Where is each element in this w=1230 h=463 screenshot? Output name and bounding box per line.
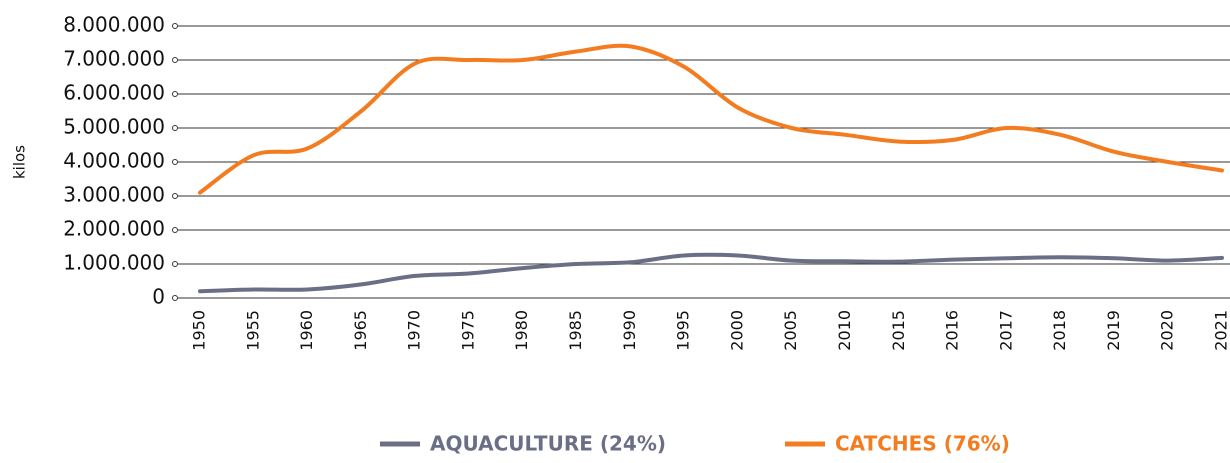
x-tick-label: 1960 <box>297 310 316 351</box>
x-tick-label: 2018 <box>1050 310 1069 351</box>
x-tick-label: 2015 <box>889 310 908 351</box>
legend-label: CATCHES (76%) <box>835 432 1010 456</box>
x-tick-label: 2010 <box>835 310 854 351</box>
x-tick-label: 2019 <box>1104 310 1123 351</box>
x-tick-label: 2016 <box>943 310 962 351</box>
x-tick-label: 2005 <box>781 310 800 351</box>
x-tick-label: 1985 <box>566 310 585 351</box>
y-axis-label: kilos <box>11 145 29 179</box>
tick-mark <box>173 296 178 301</box>
y-tick-label: 7.000.000 <box>63 47 165 71</box>
tick-mark <box>173 24 178 29</box>
y-tick-label: 0 <box>152 285 165 309</box>
y-tick-label: 6.000.000 <box>63 81 165 105</box>
tick-mark <box>173 194 178 199</box>
x-tick-label: 1975 <box>458 310 477 351</box>
tick-mark <box>173 92 178 97</box>
tick-mark <box>173 160 178 165</box>
x-tick-label: 1950 <box>190 310 209 351</box>
x-tick-label: 1965 <box>351 310 370 351</box>
y-tick-label: 4.000.000 <box>63 149 165 173</box>
y-tick-label: 8.000.000 <box>63 13 165 37</box>
series-line <box>200 255 1222 291</box>
x-tick-label: 1990 <box>620 310 639 351</box>
x-tick-label: 1980 <box>512 310 531 351</box>
tick-mark <box>173 262 178 267</box>
x-tick-label: 1995 <box>674 310 693 351</box>
y-tick-label: 1.000.000 <box>63 251 165 275</box>
tick-mark <box>173 58 178 63</box>
x-tick-label: 1970 <box>405 310 424 351</box>
y-tick-label: 5.000.000 <box>63 115 165 139</box>
x-tick-label: 2017 <box>996 310 1015 351</box>
tick-mark <box>173 228 178 233</box>
tick-mark <box>173 126 178 131</box>
x-tick-label: 1955 <box>243 310 262 351</box>
x-tick-label: 2000 <box>727 310 746 351</box>
x-tick-label: 2021 <box>1212 310 1230 351</box>
series-line <box>200 46 1222 193</box>
y-tick-label: 3.000.000 <box>63 183 165 207</box>
x-tick-label: 2020 <box>1158 310 1177 351</box>
legend-label: AQUACULTURE (24%) <box>430 432 666 456</box>
y-tick-label: 2.000.000 <box>63 217 165 241</box>
